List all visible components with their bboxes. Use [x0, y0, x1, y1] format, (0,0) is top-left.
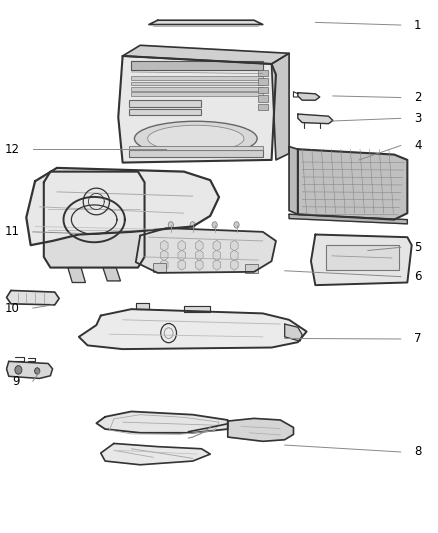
Polygon shape: [44, 172, 145, 268]
Polygon shape: [123, 45, 289, 64]
Ellipse shape: [148, 125, 244, 152]
Polygon shape: [289, 147, 298, 214]
Text: 10: 10: [5, 302, 20, 314]
FancyBboxPatch shape: [258, 87, 268, 93]
Polygon shape: [298, 149, 407, 220]
FancyBboxPatch shape: [129, 150, 263, 157]
Polygon shape: [101, 443, 210, 465]
FancyBboxPatch shape: [245, 264, 258, 273]
Ellipse shape: [134, 122, 257, 156]
Text: 9: 9: [12, 375, 20, 387]
Polygon shape: [228, 418, 293, 441]
Text: 5: 5: [414, 241, 421, 254]
Text: 4: 4: [414, 139, 421, 152]
Polygon shape: [26, 168, 219, 245]
Polygon shape: [103, 268, 120, 281]
Text: 6: 6: [414, 270, 421, 283]
Polygon shape: [184, 306, 210, 312]
Circle shape: [212, 222, 217, 228]
FancyBboxPatch shape: [258, 104, 268, 110]
Text: 2: 2: [414, 91, 421, 104]
Polygon shape: [96, 411, 228, 433]
FancyBboxPatch shape: [131, 76, 263, 80]
FancyBboxPatch shape: [131, 87, 263, 91]
Polygon shape: [136, 303, 149, 309]
Polygon shape: [118, 56, 276, 163]
Text: 7: 7: [414, 333, 421, 345]
Circle shape: [168, 222, 173, 228]
Text: 11: 11: [5, 225, 20, 238]
Text: 1: 1: [414, 19, 421, 31]
Polygon shape: [136, 228, 276, 273]
Polygon shape: [272, 53, 289, 160]
Text: 3: 3: [414, 112, 421, 125]
Text: 8: 8: [414, 446, 421, 458]
Polygon shape: [7, 361, 53, 378]
FancyBboxPatch shape: [131, 92, 263, 96]
Polygon shape: [68, 268, 85, 282]
Polygon shape: [298, 114, 333, 124]
Polygon shape: [311, 235, 412, 285]
FancyBboxPatch shape: [129, 109, 201, 115]
Text: 12: 12: [5, 143, 20, 156]
FancyBboxPatch shape: [129, 100, 201, 107]
FancyBboxPatch shape: [129, 146, 263, 150]
Polygon shape: [285, 324, 302, 341]
Circle shape: [234, 222, 239, 228]
Circle shape: [190, 222, 195, 228]
FancyBboxPatch shape: [258, 95, 268, 102]
Circle shape: [15, 366, 22, 374]
Circle shape: [35, 368, 40, 374]
FancyBboxPatch shape: [131, 82, 263, 85]
Polygon shape: [79, 309, 307, 349]
FancyBboxPatch shape: [326, 245, 399, 270]
Polygon shape: [149, 20, 263, 25]
FancyBboxPatch shape: [131, 61, 263, 70]
FancyBboxPatch shape: [153, 263, 166, 272]
FancyBboxPatch shape: [258, 70, 268, 76]
Polygon shape: [7, 290, 59, 305]
Polygon shape: [298, 93, 320, 100]
Polygon shape: [289, 214, 407, 224]
FancyBboxPatch shape: [258, 78, 268, 85]
